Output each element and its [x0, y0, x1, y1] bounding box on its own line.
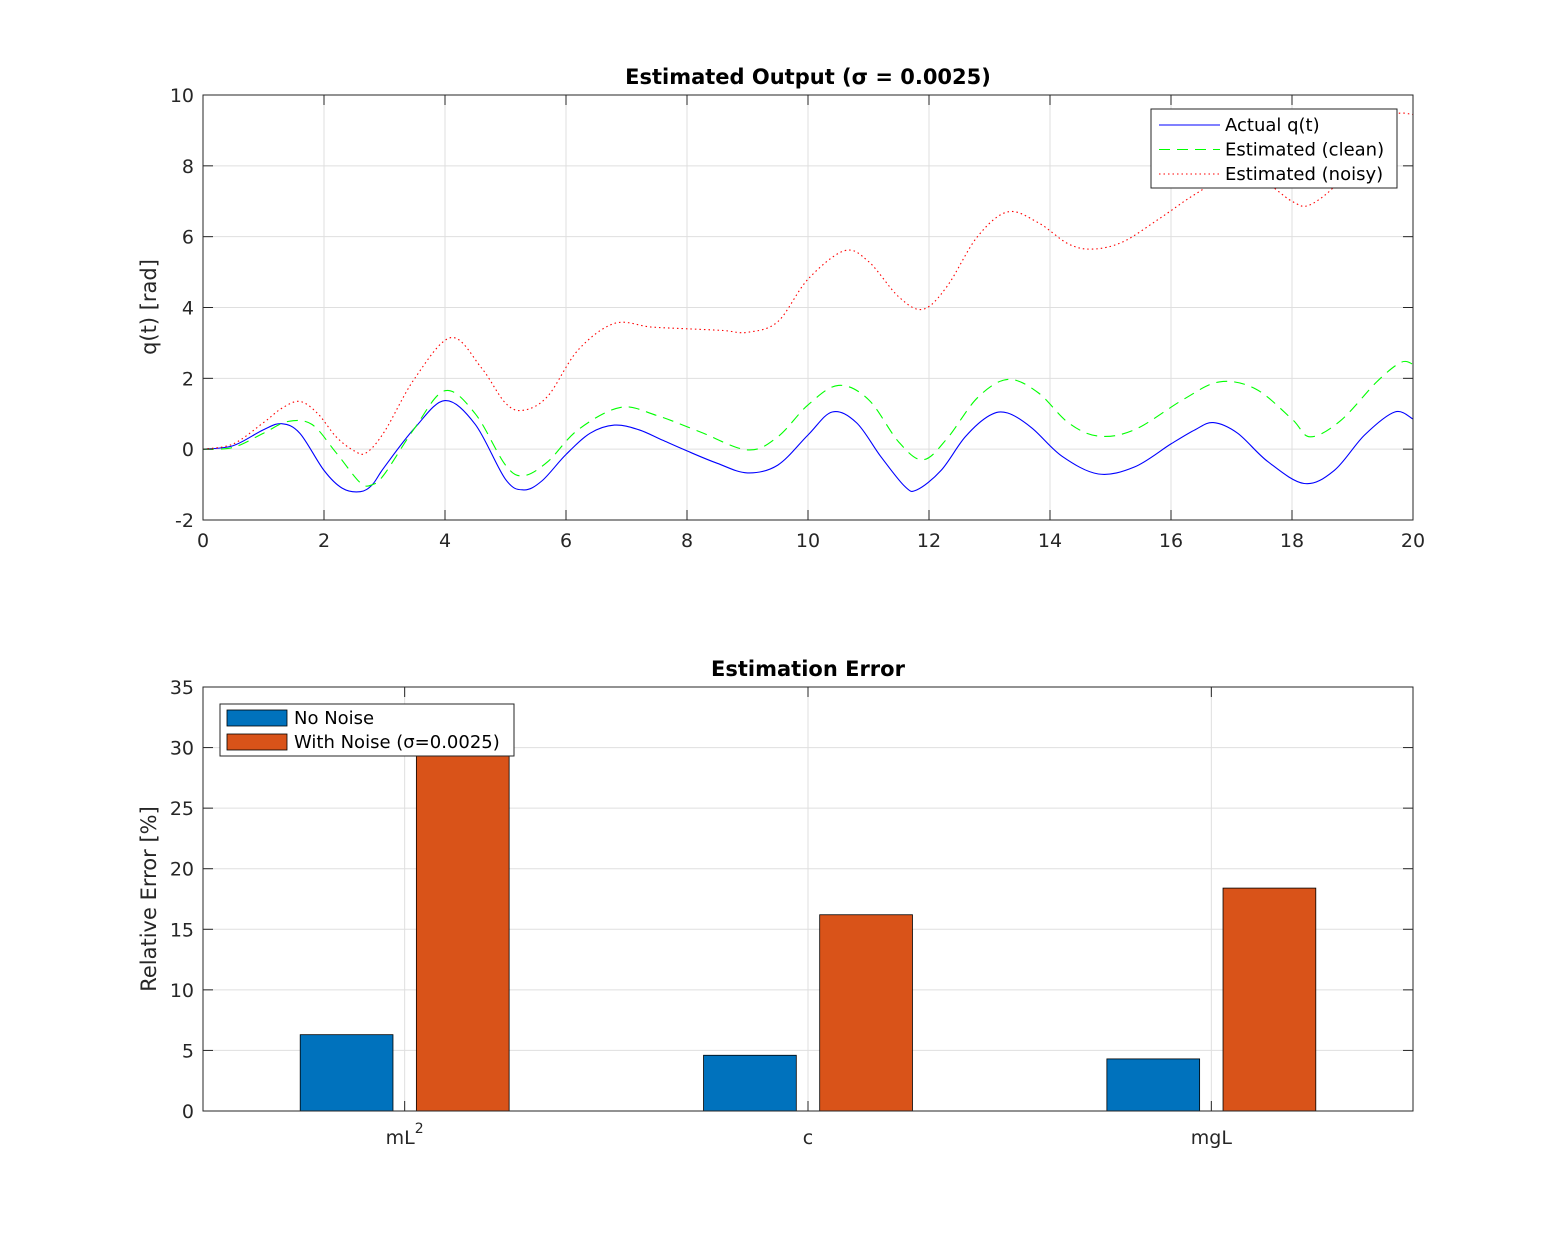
category-label: mL	[386, 1127, 416, 1149]
y-tick-label: 20	[170, 859, 194, 881]
y-tick-label: 15	[170, 919, 194, 941]
bar-no-noise-c	[703, 1054, 797, 1112]
y-tick-label: 30	[170, 738, 194, 760]
x-tick-label: 12	[917, 530, 941, 552]
category-label: mgL	[1191, 1127, 1233, 1149]
x-tick-label: 0	[197, 530, 209, 552]
y-tick-label: 2	[182, 368, 194, 390]
line-chart-title: Estimated Output (σ = 0.0025)	[625, 65, 991, 89]
bar-with-noise-mL2	[415, 741, 510, 1112]
y-tick-label: 5	[182, 1040, 194, 1062]
bar-chart-bars	[299, 741, 1317, 1112]
y-tick-label: 10	[170, 85, 194, 107]
y-tick-label: 0	[182, 1101, 194, 1123]
x-tick-label: 18	[1280, 530, 1304, 552]
bar-no-noise-mgL	[1106, 1058, 1201, 1112]
x-tick-label: 16	[1159, 530, 1183, 552]
bar-with-noise-mgL	[1222, 887, 1317, 1112]
y-tick-label: 35	[170, 677, 194, 699]
y-tick-label: 0	[182, 439, 194, 461]
series-line-estimated-clean	[202, 360, 1414, 487]
legend-entry-with-noise: With Noise (σ=0.0025)	[294, 732, 500, 753]
category-label: c	[803, 1127, 813, 1149]
x-tick-label-mgL: mgL	[1191, 1127, 1233, 1149]
y-tick-label: 8	[182, 156, 194, 178]
y-tick-label: -2	[175, 510, 194, 532]
x-tick-label: 6	[560, 530, 572, 552]
y-tick-label: 10	[170, 980, 194, 1002]
x-tick-label: 2	[318, 530, 330, 552]
line-chart-legend: Actual q(t) Estimated (clean) Estimated (n…	[1150, 108, 1398, 189]
legend-entry-estimated-noisy: Estimated (noisy)	[1225, 164, 1383, 185]
x-tick-label: 14	[1038, 530, 1062, 552]
legend-swatch	[226, 709, 288, 727]
bar-chart-axes: 0 5 10 15 20 25 30 35 mL2 c mgL Estimation Error R…	[137, 657, 1414, 1149]
legend-swatch	[226, 733, 288, 751]
legend-entry-actual: Actual q(t)	[1225, 115, 1320, 136]
legend-box	[1150, 108, 1398, 189]
bar-with-noise-c	[819, 914, 913, 1112]
bar-chart-ticks: 0 5 10 15 20 25 30 35 mL2 c mgL	[170, 677, 1413, 1149]
x-tick-label: 10	[796, 530, 820, 552]
x-tick-label: 4	[439, 530, 451, 552]
y-tick-label: 25	[170, 798, 194, 820]
line-chart-grid	[203, 95, 1413, 520]
legend-entry-estimated-clean: Estimated (clean)	[1225, 140, 1384, 161]
bar-chart-ylabel: Relative Error [%]	[137, 806, 161, 992]
category-superscript: 2	[415, 1121, 424, 1137]
y-tick-label: 6	[182, 227, 194, 249]
bar-chart-title: Estimation Error	[711, 657, 906, 681]
x-tick-label: 8	[681, 530, 693, 552]
x-tick-label-mL2: mL2	[386, 1121, 424, 1149]
y-tick-label: 4	[182, 298, 194, 320]
bar-no-noise-mL2	[299, 1034, 394, 1112]
line-chart-ylabel: q(t) [rad]	[137, 259, 161, 355]
x-tick-label: 20	[1401, 530, 1425, 552]
legend-entry-no-noise: No Noise	[294, 708, 374, 729]
x-tick-label-c: c	[803, 1127, 813, 1149]
bar-chart-legend: No Noise With Noise (σ=0.0025)	[219, 703, 515, 757]
